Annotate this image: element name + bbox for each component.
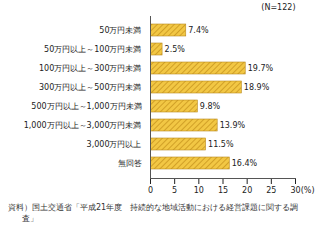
svg-text:2.5%: 2.5% [165,45,186,54]
svg-text:18.9%: 18.9% [244,83,270,92]
svg-text:1,000万円以上～3,000万円未満: 1,000万円以上～3,000万円未満 [24,121,142,130]
svg-text:30: 30 [290,186,300,195]
svg-text:13.9%: 13.9% [220,121,246,130]
svg-text:25: 25 [266,186,276,195]
svg-text:19.7%: 19.7% [248,64,274,73]
svg-text:7.4%: 7.4% [188,26,209,35]
svg-text:無回答: 無回答 [118,159,142,168]
svg-text:100万円以上～300万円未満: 100万円以上～300万円未満 [39,64,142,73]
svg-text:16.4%: 16.4% [232,159,258,168]
svg-text:50万円未満: 50万円未満 [99,26,141,35]
svg-text:(N=122): (N=122) [261,3,295,12]
svg-text:500万円以上～1,000万円未満: 500万円以上～1,000万円未満 [31,102,141,111]
svg-text:300万円以上～500万円未満: 300万円以上～500万円未満 [39,83,142,92]
svg-text:(%): (%) [301,186,315,195]
svg-text:0: 0 [148,186,153,195]
html-text:資料）国土交通省「平成21年度 持続的な地域活動における経営: 資料）国土交通省「平成21年度 持続的な地域活動における経営課題に関する調査」 [8,203,299,223]
svg-text:3,000万円以上: 3,000万円以上 [87,140,142,149]
svg-text:20: 20 [242,186,252,195]
svg-text:11.5%: 11.5% [208,140,234,149]
svg-text:5: 5 [172,186,177,195]
svg-text:10: 10 [194,186,204,195]
svg-text:9.8%: 9.8% [200,102,221,111]
svg-text:50万円以上～100万円未満: 50万円以上～100万円未満 [44,45,141,54]
svg-text:15: 15 [218,186,228,195]
